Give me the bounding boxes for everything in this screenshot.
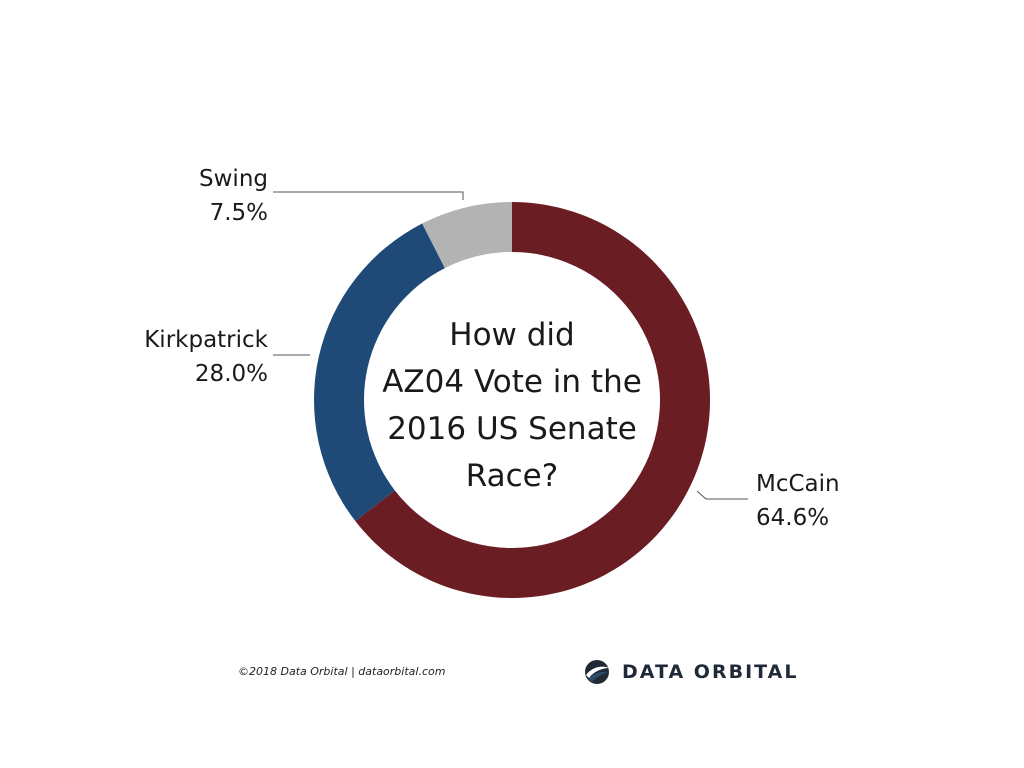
label-value-kirkpatrick: 28.0%: [195, 361, 268, 387]
center-title-line-3: 2016 US Senate: [387, 411, 637, 447]
orbital-globe-icon: [585, 660, 609, 684]
label-name-swing: Swing: [199, 166, 268, 192]
donut-slices: [313, 202, 710, 599]
label-name-mccain: McCain: [756, 471, 840, 497]
footer-credit: ©2018 Data Orbital | dataorbital.com: [238, 665, 446, 678]
leader-line-swing: [273, 191, 464, 200]
brand-logo: DATA ORBITAL: [584, 656, 798, 688]
label-name-kirkpatrick: Kirkpatrick: [144, 327, 268, 353]
slice-labels: Swing 7.5% Kirkpatrick 28.0% McCain 64.6…: [144, 166, 839, 531]
label-value-swing: 7.5%: [210, 200, 268, 226]
brand-name: DATA ORBITAL: [622, 661, 799, 683]
center-title-line-4: Race?: [466, 458, 558, 494]
center-title-line-1: How did: [449, 317, 574, 353]
label-value-mccain: 64.6%: [756, 505, 829, 531]
center-title: How did AZ04 Vote in the 2016 US Senate …: [382, 317, 642, 494]
slice-kirkpatrick: [313, 223, 445, 522]
slice-swing: [422, 202, 512, 269]
leader-line-mccain: [696, 490, 748, 500]
center-title-line-2: AZ04 Vote in the: [382, 364, 642, 400]
